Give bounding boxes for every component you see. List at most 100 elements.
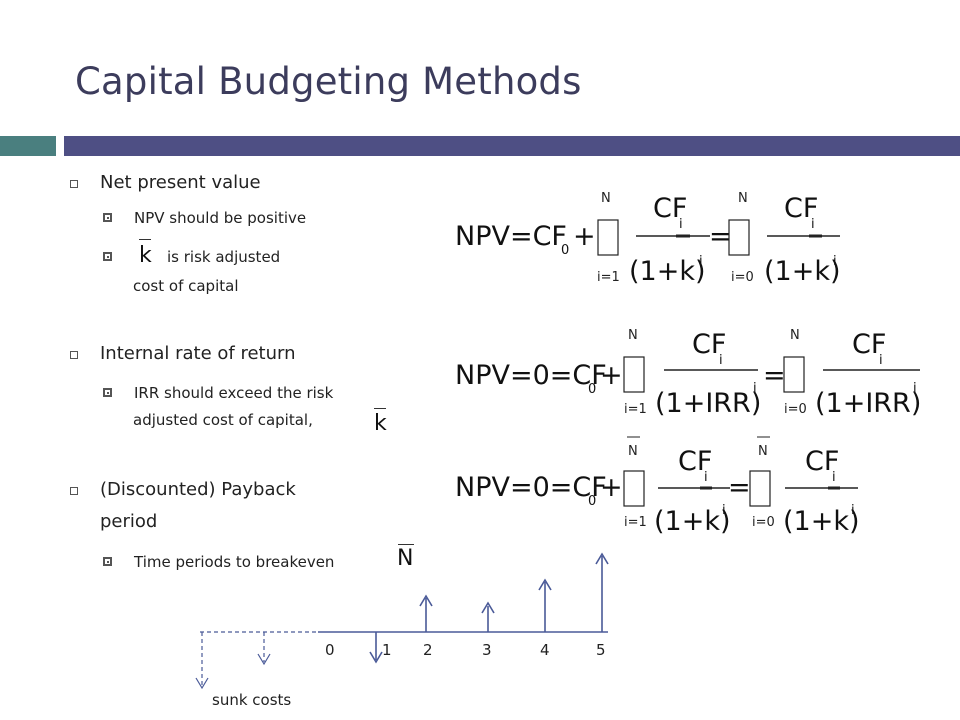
sum-upper-limit: N — [628, 444, 638, 459]
sum-lower-limit: i=0 — [752, 515, 775, 530]
bullet-npv-heading: Net present value — [100, 172, 261, 193]
sum-lower-limit: i=1 — [624, 402, 647, 417]
k-bar-symbol: k — [374, 411, 387, 436]
formula-plus: + — [600, 360, 623, 391]
denominator-sup: i — [722, 503, 726, 518]
denominator-sup: i — [753, 381, 757, 396]
bullet-npv-sub1: NPV should be positive — [134, 209, 307, 227]
bullet-square-icon — [70, 180, 78, 188]
slide-title: Capital Budgeting Methods — [75, 60, 582, 103]
fraction-numerator: CF — [653, 193, 687, 224]
sunk-costs-label: sunk costs — [212, 691, 291, 709]
bullet-payback-heading-line2: period — [100, 511, 158, 532]
formula-lhs: NPV=0=CF — [455, 472, 607, 503]
inflow-arrow-head — [419, 594, 433, 607]
n-bar-overline — [398, 544, 414, 545]
fraction-denominator: (1+k) — [654, 506, 731, 537]
fraction-numerator: CF — [805, 446, 839, 477]
formula-lhs: NPV=CF — [455, 221, 567, 252]
sub-bullet-icon — [103, 252, 112, 261]
sunk-cost-arrow-head — [195, 677, 209, 690]
sum-lower-limit: i=1 — [624, 515, 647, 530]
numerator-sub: i — [811, 217, 815, 232]
formula-sub0: 0 — [588, 494, 596, 509]
k-bar-overline — [374, 408, 386, 409]
formula-eq: = — [709, 221, 732, 252]
summation-placeholder-box — [623, 356, 645, 393]
timeline-period-labels: 0 1 2 3 4 5 — [325, 641, 606, 659]
summation-placeholder-box — [728, 219, 750, 256]
summation-placeholder-box — [623, 470, 645, 507]
bullet-irr-sub1-line2: adjusted cost of capital, — [133, 411, 313, 429]
bullet-payback-sub1: Time periods to breakeven — [134, 553, 335, 571]
numerator-sub: i — [832, 470, 836, 485]
numerator-sub: i — [704, 470, 708, 485]
numerator-sub: i — [719, 353, 723, 368]
fraction-numerator: CF — [784, 193, 818, 224]
sum-lower-limit: i=0 — [731, 270, 754, 285]
fraction-denominator: (1+k) — [764, 256, 841, 287]
irr-formula: NPV=0=CF 0 + N i=1 CF i (1+IRR) i = N i=… — [455, 328, 921, 419]
bullet-square-icon — [70, 351, 78, 359]
sum-upper-limit: N — [738, 191, 748, 206]
fraction-numerator: CF — [692, 329, 726, 360]
fraction-denominator: (1+IRR) — [655, 388, 761, 419]
fraction-numerator: CF — [678, 446, 712, 477]
fraction-denominator: (1+IRR) — [815, 388, 921, 419]
bullet-irr-heading: Internal rate of return — [100, 343, 296, 364]
header-bar-teal — [0, 136, 56, 156]
bullet-npv-sub2-line2: cost of capital — [133, 277, 239, 295]
k-bar-symbol: k — [139, 243, 152, 268]
sum-upper-limit: N — [758, 444, 768, 459]
inflow-arrow-head — [595, 552, 609, 565]
sunk-cost-arrow-head — [257, 653, 271, 666]
formula-lhs: NPV=0=CF — [455, 360, 607, 391]
summation-placeholder-box — [749, 470, 771, 507]
formula-plus: + — [573, 221, 596, 252]
fraction-numerator: CF — [852, 329, 886, 360]
sub-bullet-icon — [103, 388, 112, 397]
formula-sub0: 0 — [588, 382, 596, 397]
inflow-arrow-head — [538, 578, 552, 591]
denominator-sup: i — [851, 503, 855, 518]
formula-sub0: 0 — [561, 243, 569, 258]
bullet-irr-sub1-line1: IRR should exceed the risk — [134, 384, 334, 402]
bullet-square-icon — [70, 487, 78, 495]
denominator-sup: i — [699, 254, 703, 269]
period-label: 4 — [540, 641, 550, 659]
period-label: 1 — [382, 641, 392, 659]
sum-lower-limit: i=1 — [597, 270, 620, 285]
sum-lower-limit: i=0 — [784, 402, 807, 417]
period-label: 0 — [325, 641, 335, 659]
npv-formula: NPV=CF 0 + N i=1 CF i (1+k) i = N i=0 CF… — [455, 191, 841, 287]
period-label: 2 — [423, 641, 433, 659]
sum-upper-limit: N — [790, 328, 800, 343]
formula-eq: = — [728, 472, 751, 503]
denominator-sup: i — [833, 254, 837, 269]
sunk-costs-dashed — [200, 631, 318, 686]
outflow-arrow-head — [369, 651, 383, 664]
formula-plus: + — [600, 472, 623, 503]
summation-placeholder-box — [597, 219, 619, 256]
fraction-denominator: (1+k) — [629, 256, 706, 287]
period-label: 3 — [482, 641, 492, 659]
numerator-sub: i — [879, 353, 883, 368]
sum-upper-limit: N — [601, 191, 611, 206]
sum-upper-limit: N — [628, 328, 638, 343]
sub-bullet-icon — [103, 557, 112, 566]
header-bar-navy — [64, 136, 960, 156]
payback-formula: NPV=0=CF 0 + N i=1 CF i (1+k) i = N i=0 … — [455, 436, 860, 537]
inflow-arrow-head — [481, 601, 495, 614]
fraction-denominator: (1+k) — [783, 506, 860, 537]
numerator-sub: i — [679, 217, 683, 232]
bullet-payback-heading-line1: (Discounted) Payback — [100, 479, 296, 500]
k-bar-overline — [139, 239, 151, 240]
cash-flow-timeline — [195, 552, 609, 690]
period-label: 5 — [596, 641, 606, 659]
n-bar-symbol: N — [397, 546, 414, 571]
bullet-npv-sub2-line1: is risk adjusted — [167, 248, 281, 266]
sub-bullet-icon — [103, 213, 112, 222]
formula-eq: = — [763, 360, 786, 391]
summation-placeholder-box — [783, 356, 805, 393]
